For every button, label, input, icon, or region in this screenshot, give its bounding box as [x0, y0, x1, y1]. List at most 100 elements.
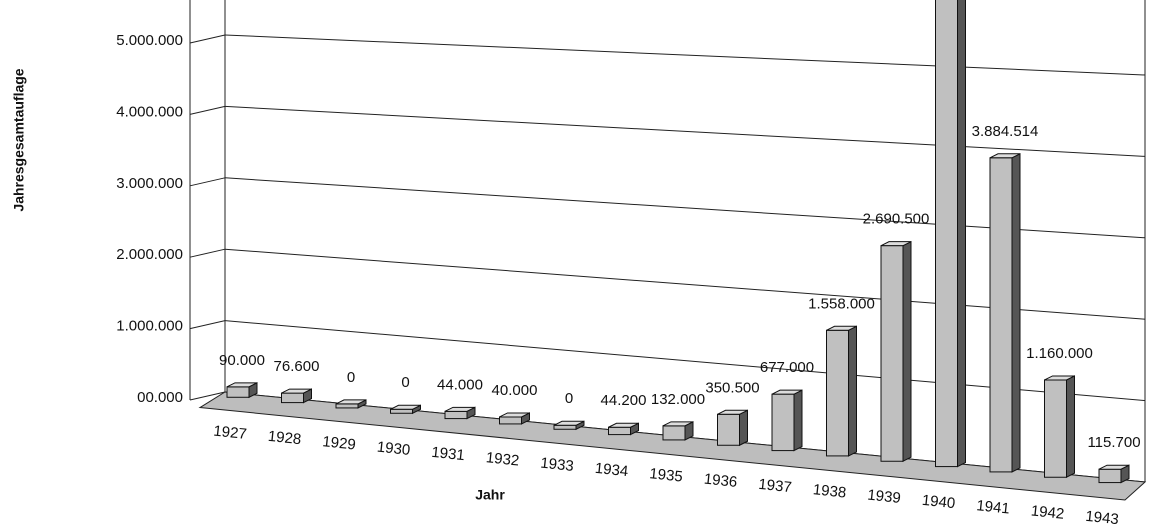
bar-front	[880, 245, 904, 462]
bar-side	[1011, 152, 1021, 473]
data-label: 40.000	[492, 382, 538, 399]
bar-top	[553, 420, 585, 426]
bar-top	[771, 389, 803, 395]
bar-front	[226, 386, 250, 398]
data-label: 44.000	[437, 376, 483, 393]
bar	[1044, 375, 1075, 479]
bar-top	[226, 382, 258, 388]
bar-top	[717, 409, 748, 415]
x-tick-label: 1939	[867, 487, 902, 507]
x-tick-label: 1935	[649, 465, 684, 485]
bar	[771, 389, 803, 452]
bar	[281, 388, 312, 404]
bar-front	[935, 0, 958, 468]
bar	[444, 406, 476, 420]
data-label: 132.000	[651, 391, 705, 408]
tick-mark	[189, 320, 226, 330]
data-label: 76.600	[274, 358, 320, 375]
x-tick-label: 1931	[431, 444, 466, 464]
data-label: 0	[347, 369, 355, 386]
data-label: 677.000	[760, 359, 814, 376]
bar	[1098, 464, 1130, 484]
bar	[499, 412, 530, 425]
bar-front	[989, 157, 1013, 473]
bar	[662, 421, 694, 441]
x-tick-label: 1936	[703, 471, 738, 491]
bar-top	[335, 399, 367, 405]
bar-side	[793, 389, 803, 452]
bar-top	[1098, 464, 1130, 470]
bar-front	[335, 403, 359, 409]
bar-top	[281, 388, 312, 394]
bar	[717, 409, 748, 447]
bar-top	[826, 325, 857, 331]
bar-top	[1044, 375, 1075, 381]
bar-front	[444, 410, 468, 420]
tick-mark	[189, 105, 226, 115]
data-label: 44.200	[601, 392, 647, 409]
x-tick-label: 1934	[594, 460, 629, 480]
grid-line	[224, 34, 1146, 76]
bar-side	[739, 409, 748, 447]
x-tick-label: 1941	[976, 497, 1011, 517]
bar-side	[957, 0, 966, 468]
y-tick-label: 00.000	[137, 389, 183, 406]
bar-front	[553, 424, 577, 430]
x-tick-label: 1928	[267, 428, 302, 448]
bar-front	[717, 413, 740, 446]
bar-front	[281, 392, 304, 404]
x-tick-label: 1932	[485, 449, 520, 469]
bar-front	[662, 425, 686, 441]
bar-front	[390, 408, 413, 414]
bar	[826, 325, 857, 457]
x-tick-label: 1929	[322, 433, 357, 453]
bar-front	[499, 416, 522, 425]
data-label: 350.500	[705, 379, 759, 396]
y-tick-label: 1.000.000	[116, 318, 183, 335]
bar-front	[1044, 379, 1067, 478]
bar-side	[848, 325, 857, 457]
data-label: 3.884.514	[972, 123, 1039, 140]
bar-front	[608, 426, 631, 436]
x-tick-label: 1943	[1085, 508, 1120, 528]
data-label: 0	[565, 390, 573, 407]
x-tick-label: 1937	[758, 476, 793, 496]
tick-mark	[189, 177, 226, 187]
bar	[553, 420, 585, 431]
bar-top	[499, 412, 530, 418]
bar-front	[1098, 468, 1122, 484]
bar	[390, 404, 421, 415]
y-tick-label: 3.000.000	[116, 175, 183, 192]
bar	[935, 0, 966, 468]
bar	[226, 382, 258, 399]
bar-front	[771, 393, 795, 452]
bar	[880, 240, 912, 463]
bar-side	[902, 240, 912, 463]
y-axis-title: Jahresgesamtauflage	[11, 68, 27, 211]
x-tick-label: 1938	[812, 481, 847, 501]
bar-top	[989, 153, 1021, 159]
y-tick-label: 5.000.000	[116, 32, 183, 49]
bar	[608, 422, 639, 436]
bar-top	[390, 404, 421, 410]
data-label: 2.690.500	[863, 211, 930, 228]
bar	[335, 399, 367, 409]
grid-line	[224, 105, 1146, 157]
tick-mark	[189, 391, 226, 401]
data-label: 115.700	[1087, 434, 1140, 451]
data-label: 0	[401, 374, 409, 391]
tick-mark	[189, 34, 226, 44]
bar-top	[662, 421, 694, 427]
bar-top	[608, 422, 639, 428]
bar-top	[880, 241, 912, 247]
data-label: 1.558.000	[808, 295, 875, 312]
x-tick-label: 1940	[921, 492, 956, 512]
bar	[989, 152, 1021, 473]
x-tick-label: 1933	[540, 455, 575, 475]
x-axis-title: Jahr	[475, 487, 505, 503]
bar-side	[1066, 375, 1075, 479]
bar-front	[826, 329, 849, 457]
data-label: 1.160.000	[1026, 345, 1093, 362]
